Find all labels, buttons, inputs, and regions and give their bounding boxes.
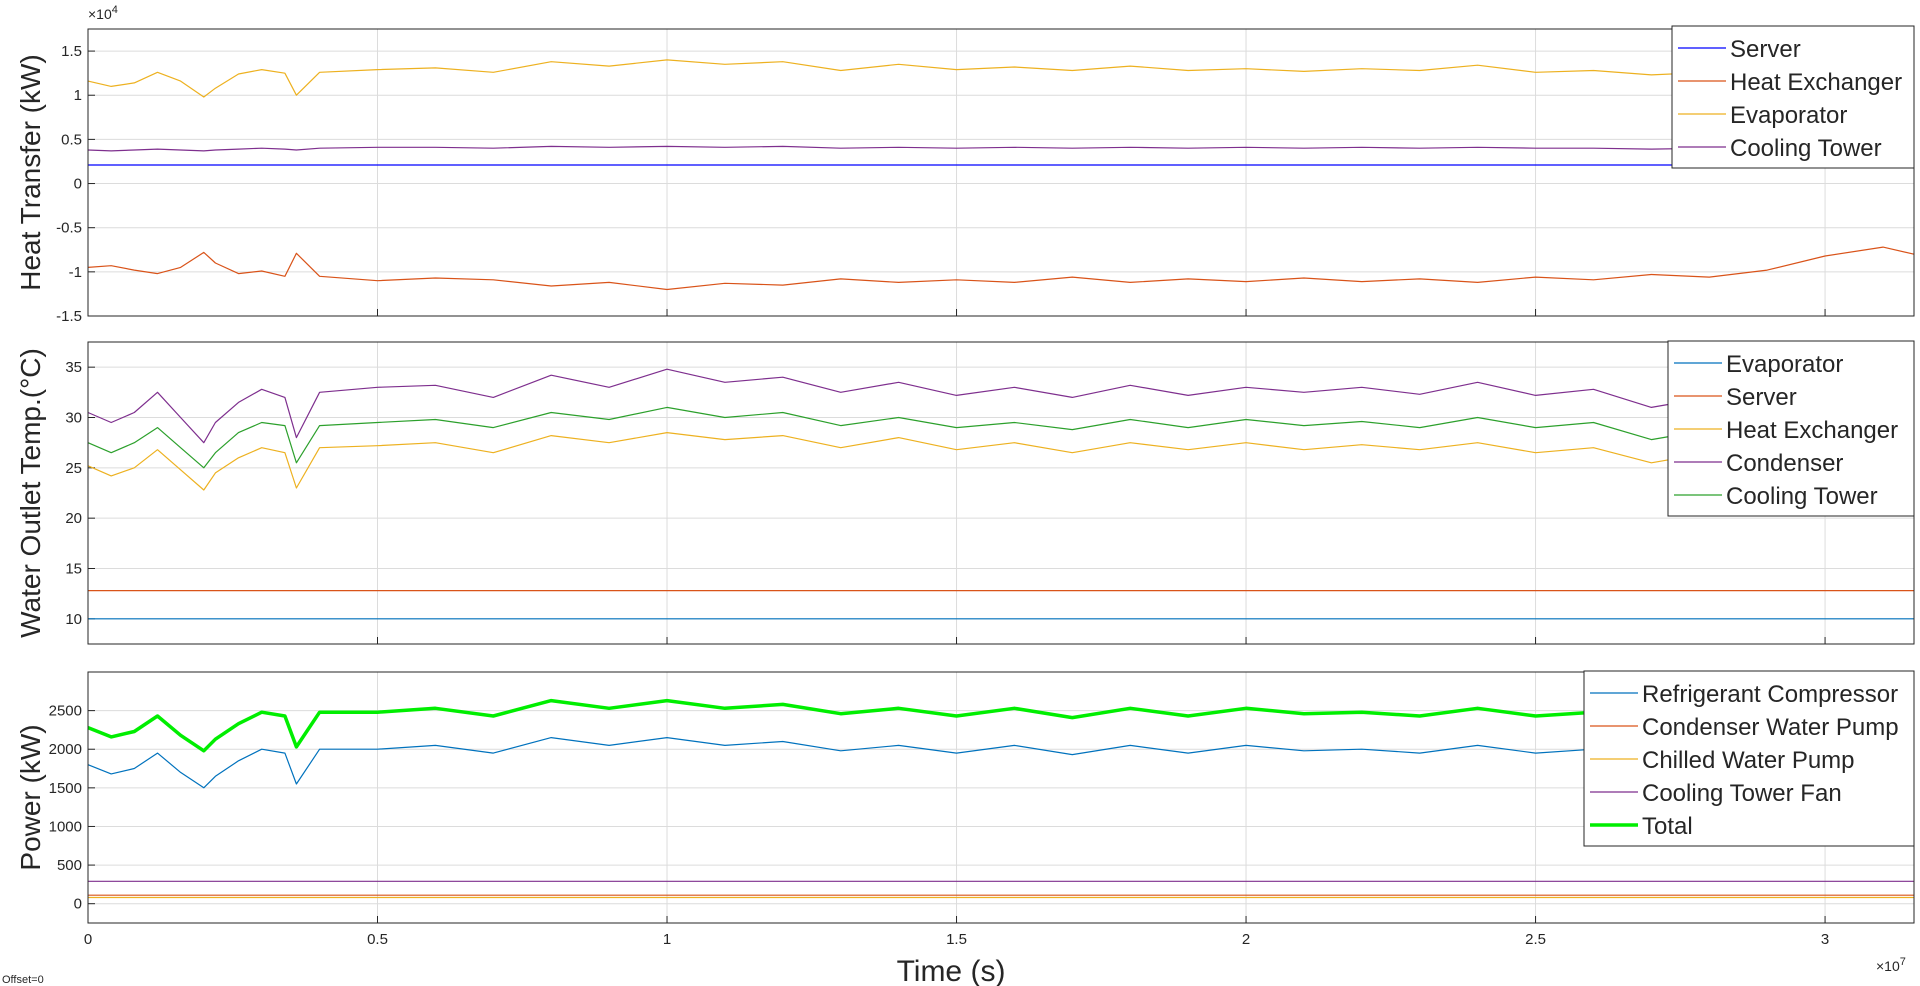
legend-entry: Server [1726, 384, 1797, 411]
y-tick-label: 1000 [49, 818, 82, 835]
series-line-cooling-tower [87, 145, 1915, 152]
x-tick-label: 1 [663, 931, 671, 948]
legend-entry: Total [1642, 813, 1693, 840]
water-outlet-temp-panel: 10 15 20 25 30 35 Water Outlet Temp.(°C) Evapor… [15, 340, 1915, 645]
y-exponent-label: ×104 [88, 4, 118, 22]
y-tick-label: 10 [65, 611, 82, 628]
y-tick-label: 20 [65, 510, 82, 527]
legend-entry: Condenser Water Pump [1642, 714, 1899, 741]
legend-entry: Evaporator [1726, 351, 1843, 378]
series-line-condenser [87, 368, 1915, 444]
y-tick-label: -1 [69, 264, 82, 281]
y-tick-label: 0 [74, 896, 82, 913]
plot-area [88, 342, 1914, 644]
x-tick-label: 3 [1821, 931, 1829, 948]
y-tick-label: 35 [65, 359, 82, 376]
y-tick-label: 30 [65, 410, 82, 427]
y-tick-label: 1500 [49, 780, 82, 797]
legend-entry: Heat Exchanger [1726, 417, 1898, 444]
y-tick-label: 2000 [49, 741, 82, 758]
y-axis-label: Water Outlet Temp.(°C) [15, 348, 46, 638]
legend-entry: Cooling Tower Fan [1642, 780, 1842, 807]
x-tick-label: 0 [84, 931, 92, 948]
legend-entry: Cooling Tower [1730, 135, 1882, 162]
x-axis-label: Time (s) [897, 955, 1006, 986]
series-line-heat-exchanger [87, 246, 1915, 291]
legend-entry: Chilled Water Pump [1642, 747, 1855, 774]
x-tick-label: 0.5 [367, 931, 388, 948]
heat-transfer-panel: -1.5 -1 -0.5 0 0.5 1 1.5 Heat Transfer (kW) ×104… [15, 4, 1915, 325]
legend-box [1583, 670, 1915, 847]
y-tick-label: 1 [74, 87, 82, 104]
legend: Refrigerant Compressor Condenser Water Pu… [1583, 670, 1915, 847]
series-line-evaporator [87, 59, 1915, 98]
legend: Evaporator Server Heat Exchanger Condenser C… [1667, 340, 1915, 517]
legend-entry: Refrigerant Compressor [1642, 681, 1898, 708]
y-tick-label: -0.5 [56, 220, 82, 237]
series-line-refrigerant-compressor [87, 736, 1915, 789]
legend-entry: Evaporator [1730, 102, 1847, 129]
y-tick-label: 500 [57, 857, 82, 874]
legend-entry: Heat Exchanger [1730, 69, 1902, 96]
y-tick-label: 0.5 [61, 131, 82, 148]
x-tick-label: 1.5 [946, 931, 967, 948]
legend: Server Heat Exchanger Evaporator Cooling To… [1671, 25, 1915, 169]
y-tick-label: 15 [65, 561, 82, 578]
y-axis-label: Heat Transfer (kW) [15, 54, 46, 290]
offset-label: Offset=0 [2, 974, 44, 986]
y-tick-label: 2500 [49, 703, 82, 720]
series-line-heat-exchanger [87, 432, 1915, 491]
legend-entry: Condenser [1726, 450, 1843, 477]
series-line-cooling-tower [87, 406, 1915, 469]
y-tick-label: 0 [74, 176, 82, 193]
x-tick-label: 2.5 [1525, 931, 1546, 948]
plot-area [88, 29, 1914, 316]
x-exponent-label: ×107 [1876, 956, 1906, 974]
y-tick-label: 1.5 [61, 43, 82, 60]
y-tick-label: 25 [65, 460, 82, 477]
y-tick-label: -1.5 [56, 308, 82, 325]
legend-entry: Cooling Tower [1726, 483, 1878, 510]
series-line-total [87, 698, 1915, 753]
legend-box [1671, 25, 1915, 169]
power-panel: 0 500 1000 1500 2000 2500 0 0.5 1 1.5 2 2.5 3 Power (… [15, 670, 1915, 986]
legend-entry: Server [1730, 36, 1801, 63]
axes-box [87, 28, 1915, 317]
y-axis-label: Power (kW) [15, 724, 46, 870]
x-tick-label: 2 [1242, 931, 1250, 948]
